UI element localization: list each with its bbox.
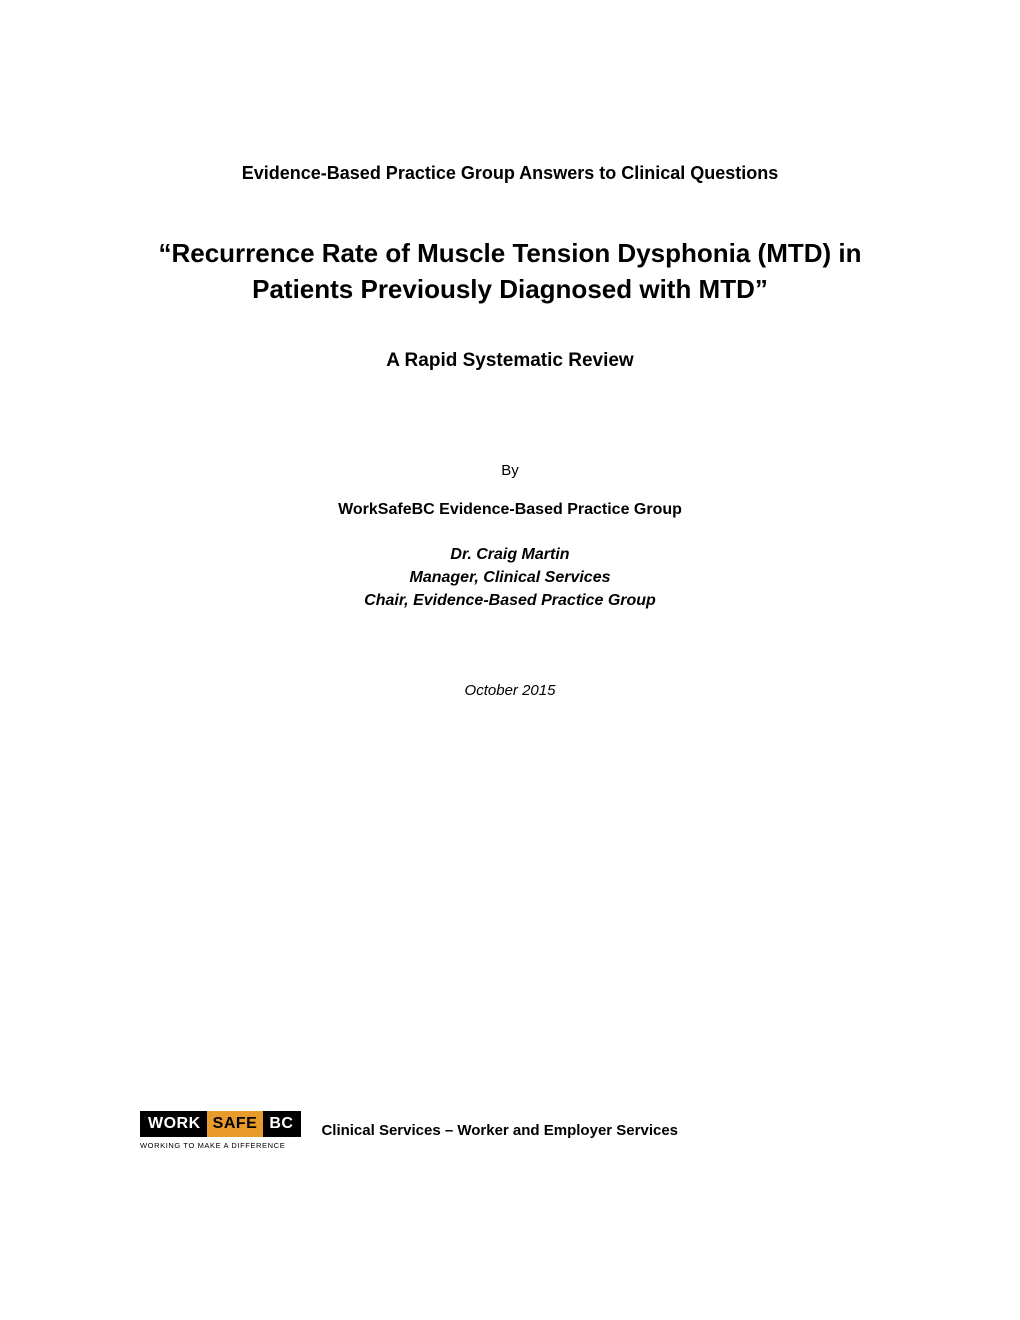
document-date: October 2015 xyxy=(140,682,880,699)
logo-part-work: WORK xyxy=(140,1111,207,1137)
logo-tagline: WORKING TO MAKE A DIFFERENCE xyxy=(140,1141,301,1150)
document-series-header: Evidence-Based Practice Group Answers to… xyxy=(140,160,880,187)
author-name: Dr. Craig Martin xyxy=(140,543,880,566)
document-subtitle: A Rapid Systematic Review xyxy=(140,350,880,372)
author-role-2: Chair, Evidence-Based Practice Group xyxy=(140,589,880,612)
footer-department: Clinical Services – Worker and Employer … xyxy=(321,1122,678,1139)
author-role-1: Manager, Clinical Services xyxy=(140,566,880,589)
logo-part-bc: BC xyxy=(263,1111,301,1137)
logo-bar: WORK SAFE BC xyxy=(140,1111,301,1137)
author-group: WorkSafeBC Evidence-Based Practice Group xyxy=(140,501,880,519)
worksafebc-logo: WORK SAFE BC WORKING TO MAKE A DIFFERENC… xyxy=(140,1111,301,1150)
author-block: Dr. Craig Martin Manager, Clinical Servi… xyxy=(140,543,880,613)
logo-part-safe: SAFE xyxy=(207,1111,264,1137)
footer: WORK SAFE BC WORKING TO MAKE A DIFFERENC… xyxy=(140,1111,880,1150)
document-title: “Recurrence Rate of Muscle Tension Dysph… xyxy=(140,235,880,308)
by-label: By xyxy=(140,462,880,479)
